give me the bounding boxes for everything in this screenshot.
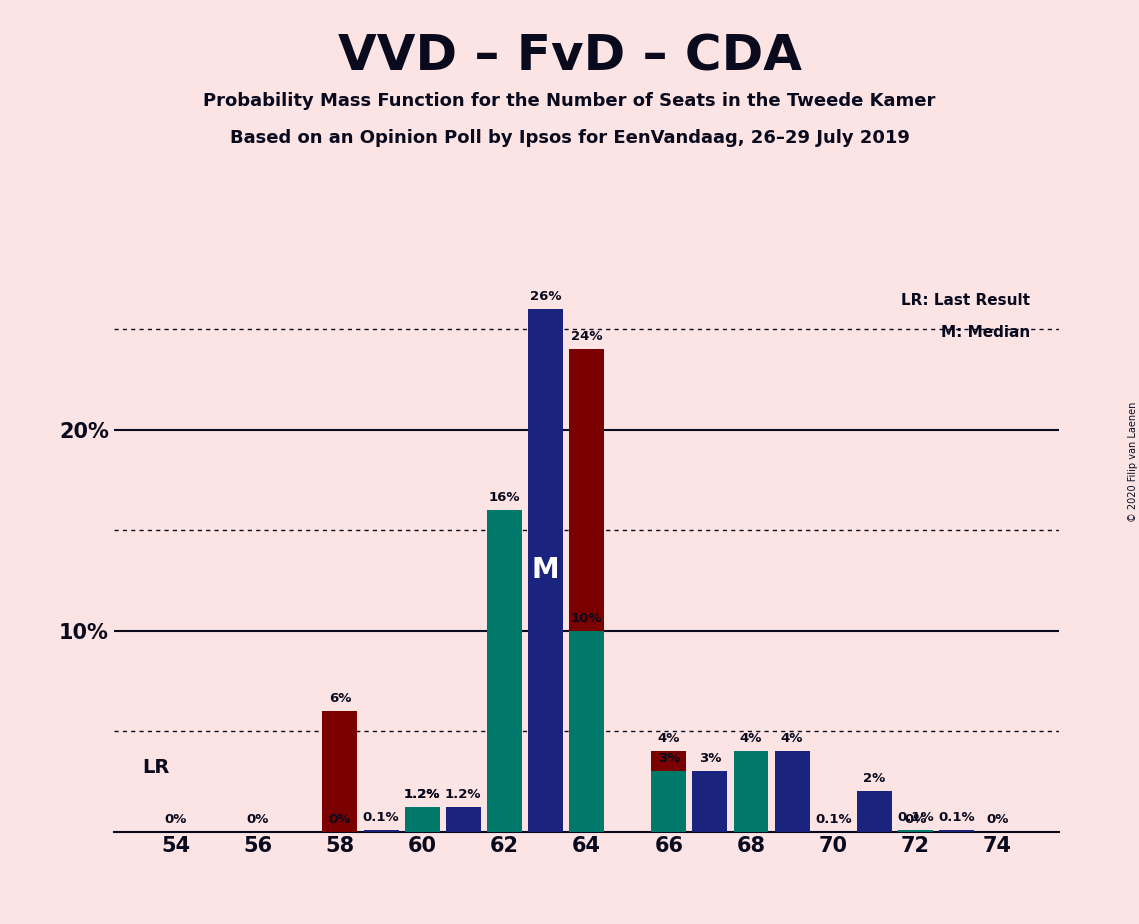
Text: 2%: 2% bbox=[863, 772, 885, 785]
Bar bbox=[570, 349, 604, 832]
Text: 1.2%: 1.2% bbox=[445, 788, 482, 801]
Bar bbox=[486, 510, 522, 832]
Text: M: M bbox=[532, 556, 559, 584]
Bar bbox=[404, 808, 440, 832]
Text: 4%: 4% bbox=[740, 732, 762, 745]
Bar bbox=[363, 830, 399, 832]
Bar bbox=[857, 791, 892, 832]
Text: 4%: 4% bbox=[781, 732, 803, 745]
Text: 0.1%: 0.1% bbox=[814, 812, 852, 825]
Bar bbox=[404, 808, 440, 832]
Text: 0.1%: 0.1% bbox=[939, 810, 975, 823]
Text: 0%: 0% bbox=[904, 812, 927, 825]
Bar bbox=[939, 830, 974, 832]
Text: 1.2%: 1.2% bbox=[404, 788, 441, 801]
Text: M: Median: M: Median bbox=[941, 325, 1031, 340]
Bar bbox=[652, 751, 687, 832]
Bar bbox=[734, 751, 769, 832]
Bar bbox=[528, 309, 563, 832]
Text: 4%: 4% bbox=[657, 732, 680, 745]
Text: Probability Mass Function for the Number of Seats in the Tweede Kamer: Probability Mass Function for the Number… bbox=[204, 92, 935, 110]
Text: 3%: 3% bbox=[657, 752, 680, 765]
Text: © 2020 Filip van Laenen: © 2020 Filip van Laenen bbox=[1129, 402, 1138, 522]
Bar bbox=[898, 830, 933, 832]
Text: 10%: 10% bbox=[571, 612, 603, 625]
Text: 0%: 0% bbox=[329, 812, 351, 825]
Text: 0%: 0% bbox=[164, 812, 187, 825]
Text: 24%: 24% bbox=[571, 330, 603, 343]
Text: LR: LR bbox=[142, 758, 170, 777]
Text: 3%: 3% bbox=[698, 752, 721, 765]
Text: 0%: 0% bbox=[246, 812, 269, 825]
Bar bbox=[322, 711, 358, 832]
Text: 0.1%: 0.1% bbox=[898, 810, 934, 823]
Text: 16%: 16% bbox=[489, 491, 521, 504]
Bar bbox=[898, 830, 933, 832]
Bar bbox=[570, 630, 604, 832]
Text: 0%: 0% bbox=[986, 812, 1009, 825]
Text: 6%: 6% bbox=[329, 692, 351, 705]
Text: LR: Last Result: LR: Last Result bbox=[901, 293, 1031, 308]
Bar bbox=[775, 751, 810, 832]
Text: VVD – FvD – CDA: VVD – FvD – CDA bbox=[337, 32, 802, 80]
Text: Based on an Opinion Poll by Ipsos for EenVandaag, 26–29 July 2019: Based on an Opinion Poll by Ipsos for Ee… bbox=[230, 129, 909, 147]
Bar bbox=[693, 772, 728, 832]
Text: 26%: 26% bbox=[530, 290, 562, 303]
Text: 1.2%: 1.2% bbox=[404, 788, 441, 801]
Text: 0.1%: 0.1% bbox=[362, 810, 400, 823]
Bar bbox=[445, 808, 481, 832]
Bar bbox=[652, 772, 687, 832]
